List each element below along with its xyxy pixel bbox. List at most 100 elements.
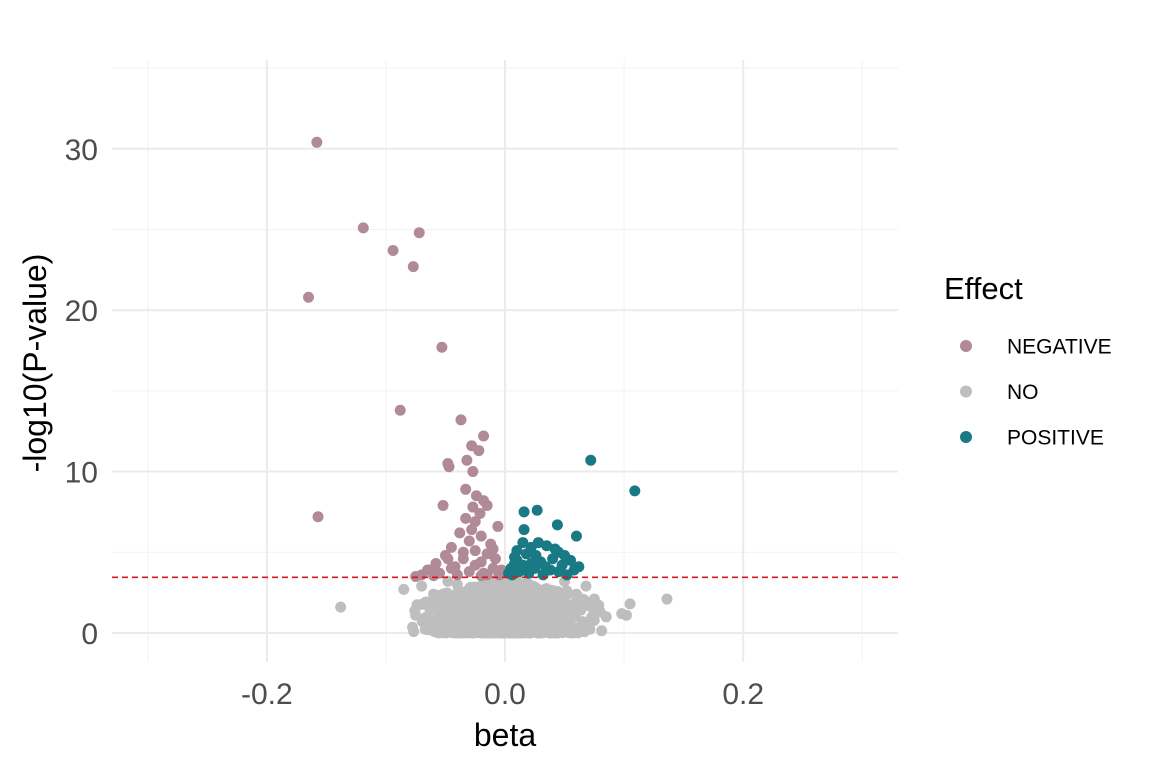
point-no bbox=[496, 626, 508, 638]
legend-title: Effect bbox=[944, 271, 1023, 306]
x-tick-label: 0.2 bbox=[722, 678, 764, 711]
x-tick-label: 0.0 bbox=[484, 678, 526, 711]
point-no bbox=[565, 609, 576, 621]
point-no bbox=[549, 606, 561, 618]
point-no bbox=[661, 593, 673, 605]
point-negative bbox=[469, 559, 481, 571]
point-no bbox=[449, 603, 461, 615]
point-negative bbox=[425, 564, 437, 576]
point-no bbox=[408, 626, 420, 638]
point-negative bbox=[312, 511, 324, 523]
point-no bbox=[475, 622, 487, 634]
point-negative bbox=[311, 136, 323, 148]
point-negative bbox=[493, 569, 505, 581]
point-no bbox=[420, 621, 432, 633]
point-no bbox=[528, 580, 540, 592]
point-positive bbox=[506, 569, 518, 581]
point-positive bbox=[530, 549, 542, 561]
legend: Effect NEGATIVE NO POSITIVE bbox=[944, 271, 1112, 450]
point-no bbox=[422, 600, 434, 612]
point-positive bbox=[539, 561, 551, 573]
point-negative bbox=[394, 404, 406, 416]
point-negative bbox=[445, 541, 457, 553]
point-negative bbox=[445, 562, 457, 574]
point-no bbox=[541, 583, 553, 595]
point-no bbox=[503, 583, 515, 595]
point-no bbox=[620, 609, 632, 621]
point-negative bbox=[489, 553, 501, 565]
point-no bbox=[485, 625, 497, 637]
point-negative bbox=[463, 535, 475, 547]
legend-label-positive: POSITIVE bbox=[1007, 427, 1104, 450]
point-positive bbox=[531, 504, 543, 516]
point-no bbox=[335, 601, 347, 613]
point-no bbox=[410, 609, 422, 621]
point-positive bbox=[541, 540, 553, 552]
point-no bbox=[411, 599, 423, 611]
point-negative bbox=[460, 512, 472, 524]
series-positive bbox=[503, 454, 641, 581]
point-negative bbox=[481, 499, 493, 511]
legend-key-negative bbox=[960, 340, 972, 352]
point-no bbox=[532, 622, 544, 634]
point-positive bbox=[565, 554, 576, 566]
y-tick-label: 0 bbox=[81, 618, 98, 651]
point-positive bbox=[561, 569, 573, 581]
point-no bbox=[451, 579, 463, 591]
point-positive bbox=[629, 485, 641, 497]
point-positive bbox=[518, 524, 530, 536]
point-negative bbox=[478, 567, 490, 579]
legend-label-no: NO bbox=[1007, 381, 1039, 404]
point-no bbox=[588, 593, 600, 605]
point-no bbox=[398, 583, 410, 595]
point-negative bbox=[407, 261, 419, 273]
point-negative bbox=[469, 545, 481, 557]
point-positive bbox=[551, 519, 563, 531]
point-no bbox=[561, 585, 573, 597]
point-positive bbox=[520, 548, 532, 560]
point-no bbox=[600, 611, 612, 623]
point-negative bbox=[437, 499, 449, 511]
legend-items: NEGATIVE NO POSITIVE bbox=[960, 336, 1112, 450]
x-axis-title: beta bbox=[474, 717, 536, 753]
point-negative bbox=[455, 414, 467, 426]
data-points bbox=[303, 136, 673, 639]
legend-key-positive bbox=[960, 431, 972, 443]
point-no bbox=[505, 625, 517, 637]
point-no bbox=[547, 620, 559, 632]
y-tick-label: 10 bbox=[65, 457, 98, 490]
point-negative bbox=[410, 570, 422, 582]
point-negative bbox=[492, 520, 504, 532]
series-negative bbox=[303, 136, 507, 582]
point-negative bbox=[454, 527, 466, 539]
point-no bbox=[485, 591, 497, 603]
point-negative bbox=[474, 508, 486, 520]
point-no bbox=[535, 611, 547, 623]
point-no bbox=[568, 624, 580, 636]
point-no bbox=[553, 596, 565, 608]
point-no bbox=[569, 597, 581, 609]
point-no bbox=[487, 577, 499, 589]
point-no bbox=[580, 580, 592, 592]
point-no bbox=[624, 598, 636, 610]
point-no bbox=[457, 617, 469, 629]
tick-labels: -0.2 0.0 0.2 0 10 20 30 bbox=[65, 134, 764, 711]
point-no bbox=[596, 625, 608, 637]
point-no bbox=[481, 604, 493, 616]
point-negative bbox=[478, 430, 490, 442]
point-negative bbox=[467, 501, 479, 513]
point-no bbox=[444, 623, 456, 635]
x-tick-label: -0.2 bbox=[241, 678, 293, 711]
point-no bbox=[430, 622, 442, 634]
point-negative bbox=[467, 466, 479, 478]
point-negative bbox=[460, 483, 472, 495]
point-negative bbox=[473, 445, 485, 457]
point-no bbox=[523, 619, 535, 631]
y-axis-title: -log10(P-value) bbox=[17, 254, 53, 473]
point-negative bbox=[466, 524, 478, 536]
point-negative bbox=[457, 546, 469, 558]
point-positive bbox=[518, 506, 530, 518]
y-tick-label: 20 bbox=[65, 295, 98, 328]
point-positive bbox=[570, 530, 582, 542]
